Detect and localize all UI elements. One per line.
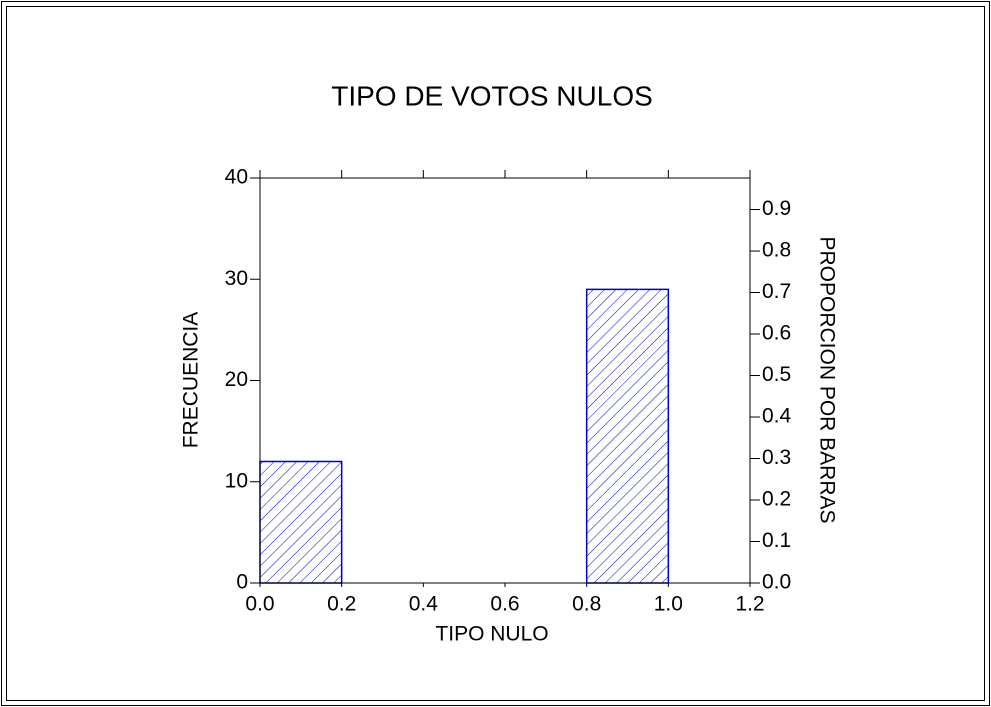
chart-title: TIPO DE VOTOS NULOS	[331, 80, 653, 111]
x-tick-label: 1.0	[654, 593, 683, 616]
y2-tick-label: 0.4	[762, 405, 792, 428]
y2-tick-label: 0.1	[762, 529, 791, 552]
y2-tick-label: 0.2	[762, 488, 791, 511]
x-tick-label: 1.2	[735, 593, 764, 616]
y2-tick-label: 0.9	[762, 197, 791, 220]
y-tick-label: 30	[225, 267, 248, 290]
x-tick-label: 0.4	[409, 593, 439, 616]
x-axis-label: TIPO NULO	[435, 623, 548, 646]
y-tick-label: 0	[236, 571, 248, 594]
x-tick-label: 0.6	[490, 593, 519, 616]
y2-tick-label: 0.8	[762, 239, 791, 262]
y2-tick-label: 0.6	[762, 322, 791, 345]
y2-tick-label: 0.0	[762, 571, 791, 594]
y-tick-label: 10	[225, 469, 248, 492]
bar	[259, 460, 343, 584]
frame-inner	[6, 6, 985, 701]
x-tick-label: 0.8	[572, 593, 601, 616]
y-tick-label: 40	[225, 166, 248, 189]
y-axis-label: FRECUENCIA	[180, 312, 203, 449]
x-tick-label: 0.2	[327, 593, 356, 616]
bar	[585, 288, 670, 584]
y2-tick-label: 0.7	[762, 280, 791, 303]
y2-axis-label: PROPORCION POR BARRAS	[815, 236, 838, 523]
y2-tick-label: 0.5	[762, 363, 791, 386]
x-tick-label: 0.0	[245, 593, 274, 616]
y-tick-label: 20	[225, 368, 248, 391]
y2-tick-label: 0.3	[762, 446, 791, 469]
